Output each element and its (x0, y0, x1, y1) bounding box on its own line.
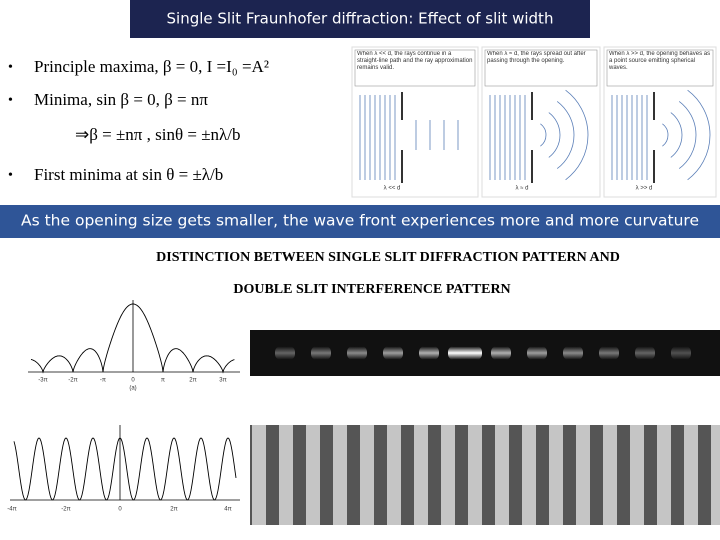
bullet: First minima at sin θ = ±λ/b (34, 165, 223, 184)
fringe (603, 425, 617, 525)
bullet-dot: • (8, 93, 13, 108)
fringe (522, 425, 536, 525)
bullet: Principle maxima, β = 0, I =I₀ =A² (34, 57, 269, 76)
wavefront (678, 101, 697, 169)
fringe (419, 346, 439, 360)
bullet-dot: • (8, 168, 13, 183)
fringe (441, 425, 455, 525)
fringe (275, 346, 295, 360)
panel-label: λ << d (384, 186, 401, 192)
axis-label: -3π (38, 378, 47, 384)
fringe (347, 346, 367, 360)
caption-box (484, 49, 598, 87)
intensity-curve (13, 437, 237, 501)
banner-bar (0, 205, 720, 238)
caption-box (606, 49, 714, 87)
banner: As the opening size gets smaller, the wa… (21, 212, 699, 230)
panel-label: λ >> d (636, 186, 653, 192)
fringe (468, 425, 482, 525)
single-slit-graph: -3π -2π -π 0 π 2π 3π (a) (28, 300, 240, 392)
fringe (491, 346, 511, 360)
axis-label: -2π (68, 378, 77, 384)
axis-label: 0 (118, 507, 122, 513)
axis-label: -4π (7, 507, 16, 513)
wavefront (662, 123, 669, 147)
fringe (252, 425, 266, 525)
fringe (563, 346, 583, 360)
axis-label: -2π (61, 507, 70, 513)
fringe (333, 425, 347, 525)
fringe (599, 346, 619, 360)
double-slit-graph: -4π -2π 0 2π 4π (7, 425, 240, 513)
slit-figure: When λ << d, the rays continue in a stra… (351, 46, 717, 198)
bullet: Minima, sin β = 0, β = nπ (34, 90, 208, 109)
fringe (576, 425, 590, 525)
fringe (630, 425, 644, 525)
fringe (279, 425, 293, 525)
title: Single Slit Fraunhofer diffraction: Effe… (167, 10, 554, 28)
caption: When λ >> d, the opening behaves as a po… (609, 51, 711, 71)
heading: DISTINCTION BETWEEN SINGLE SLIT DIFFRACT… (156, 250, 620, 265)
caption-wrap: When λ << d, the rays continue in a stra… (357, 51, 473, 71)
caption-box (354, 49, 476, 87)
wavefront (565, 89, 589, 181)
axis-label: -π (100, 378, 106, 384)
caption: When λ ≈ d, the rays spread out after pa… (487, 51, 586, 64)
axis-label: π (161, 378, 165, 384)
fringe (414, 425, 428, 525)
caption-wrap: When λ ≈ d, the rays spread out after pa… (487, 51, 586, 64)
fringe (495, 425, 509, 525)
fringe (711, 425, 720, 525)
fringe (311, 346, 331, 360)
panel-label: λ ≈ d (516, 186, 529, 192)
heading: DOUBLE SLIT INTERFERENCE PATTERN (233, 282, 510, 297)
fringe (635, 346, 655, 360)
fringe (387, 425, 401, 525)
axis-label: 3π (219, 378, 226, 384)
axis-label: 0 (131, 378, 135, 384)
wavefront (540, 123, 547, 147)
axis-label: (a) (129, 386, 136, 392)
intensity-curve (30, 303, 235, 374)
fringe (527, 346, 547, 360)
caption: When λ << d, the rays continue in a stra… (357, 51, 473, 71)
caption-wrap: When λ >> d, the opening behaves as a po… (609, 51, 711, 71)
double-fringes (252, 425, 720, 525)
wavefront (670, 112, 683, 158)
fringe (684, 425, 698, 525)
fringe (306, 425, 320, 525)
wavefront (548, 112, 561, 158)
double-slit-pattern (250, 425, 720, 525)
wavefront (687, 89, 711, 181)
fringe (448, 346, 482, 360)
axis-label: 4π (224, 507, 231, 513)
title-bar (130, 0, 590, 38)
fringe (671, 346, 691, 360)
fringe (657, 425, 671, 525)
wavefront (556, 101, 575, 169)
fringe (549, 425, 563, 525)
axis-label: 2π (170, 507, 177, 513)
bullet-dot: • (8, 60, 13, 75)
axis-label: 2π (189, 378, 196, 384)
fringe (360, 425, 374, 525)
fringe (383, 346, 403, 360)
bullet: ⇒β = ±nπ , sinθ = ±nλ/b (75, 125, 241, 144)
single-fringes (275, 346, 691, 360)
